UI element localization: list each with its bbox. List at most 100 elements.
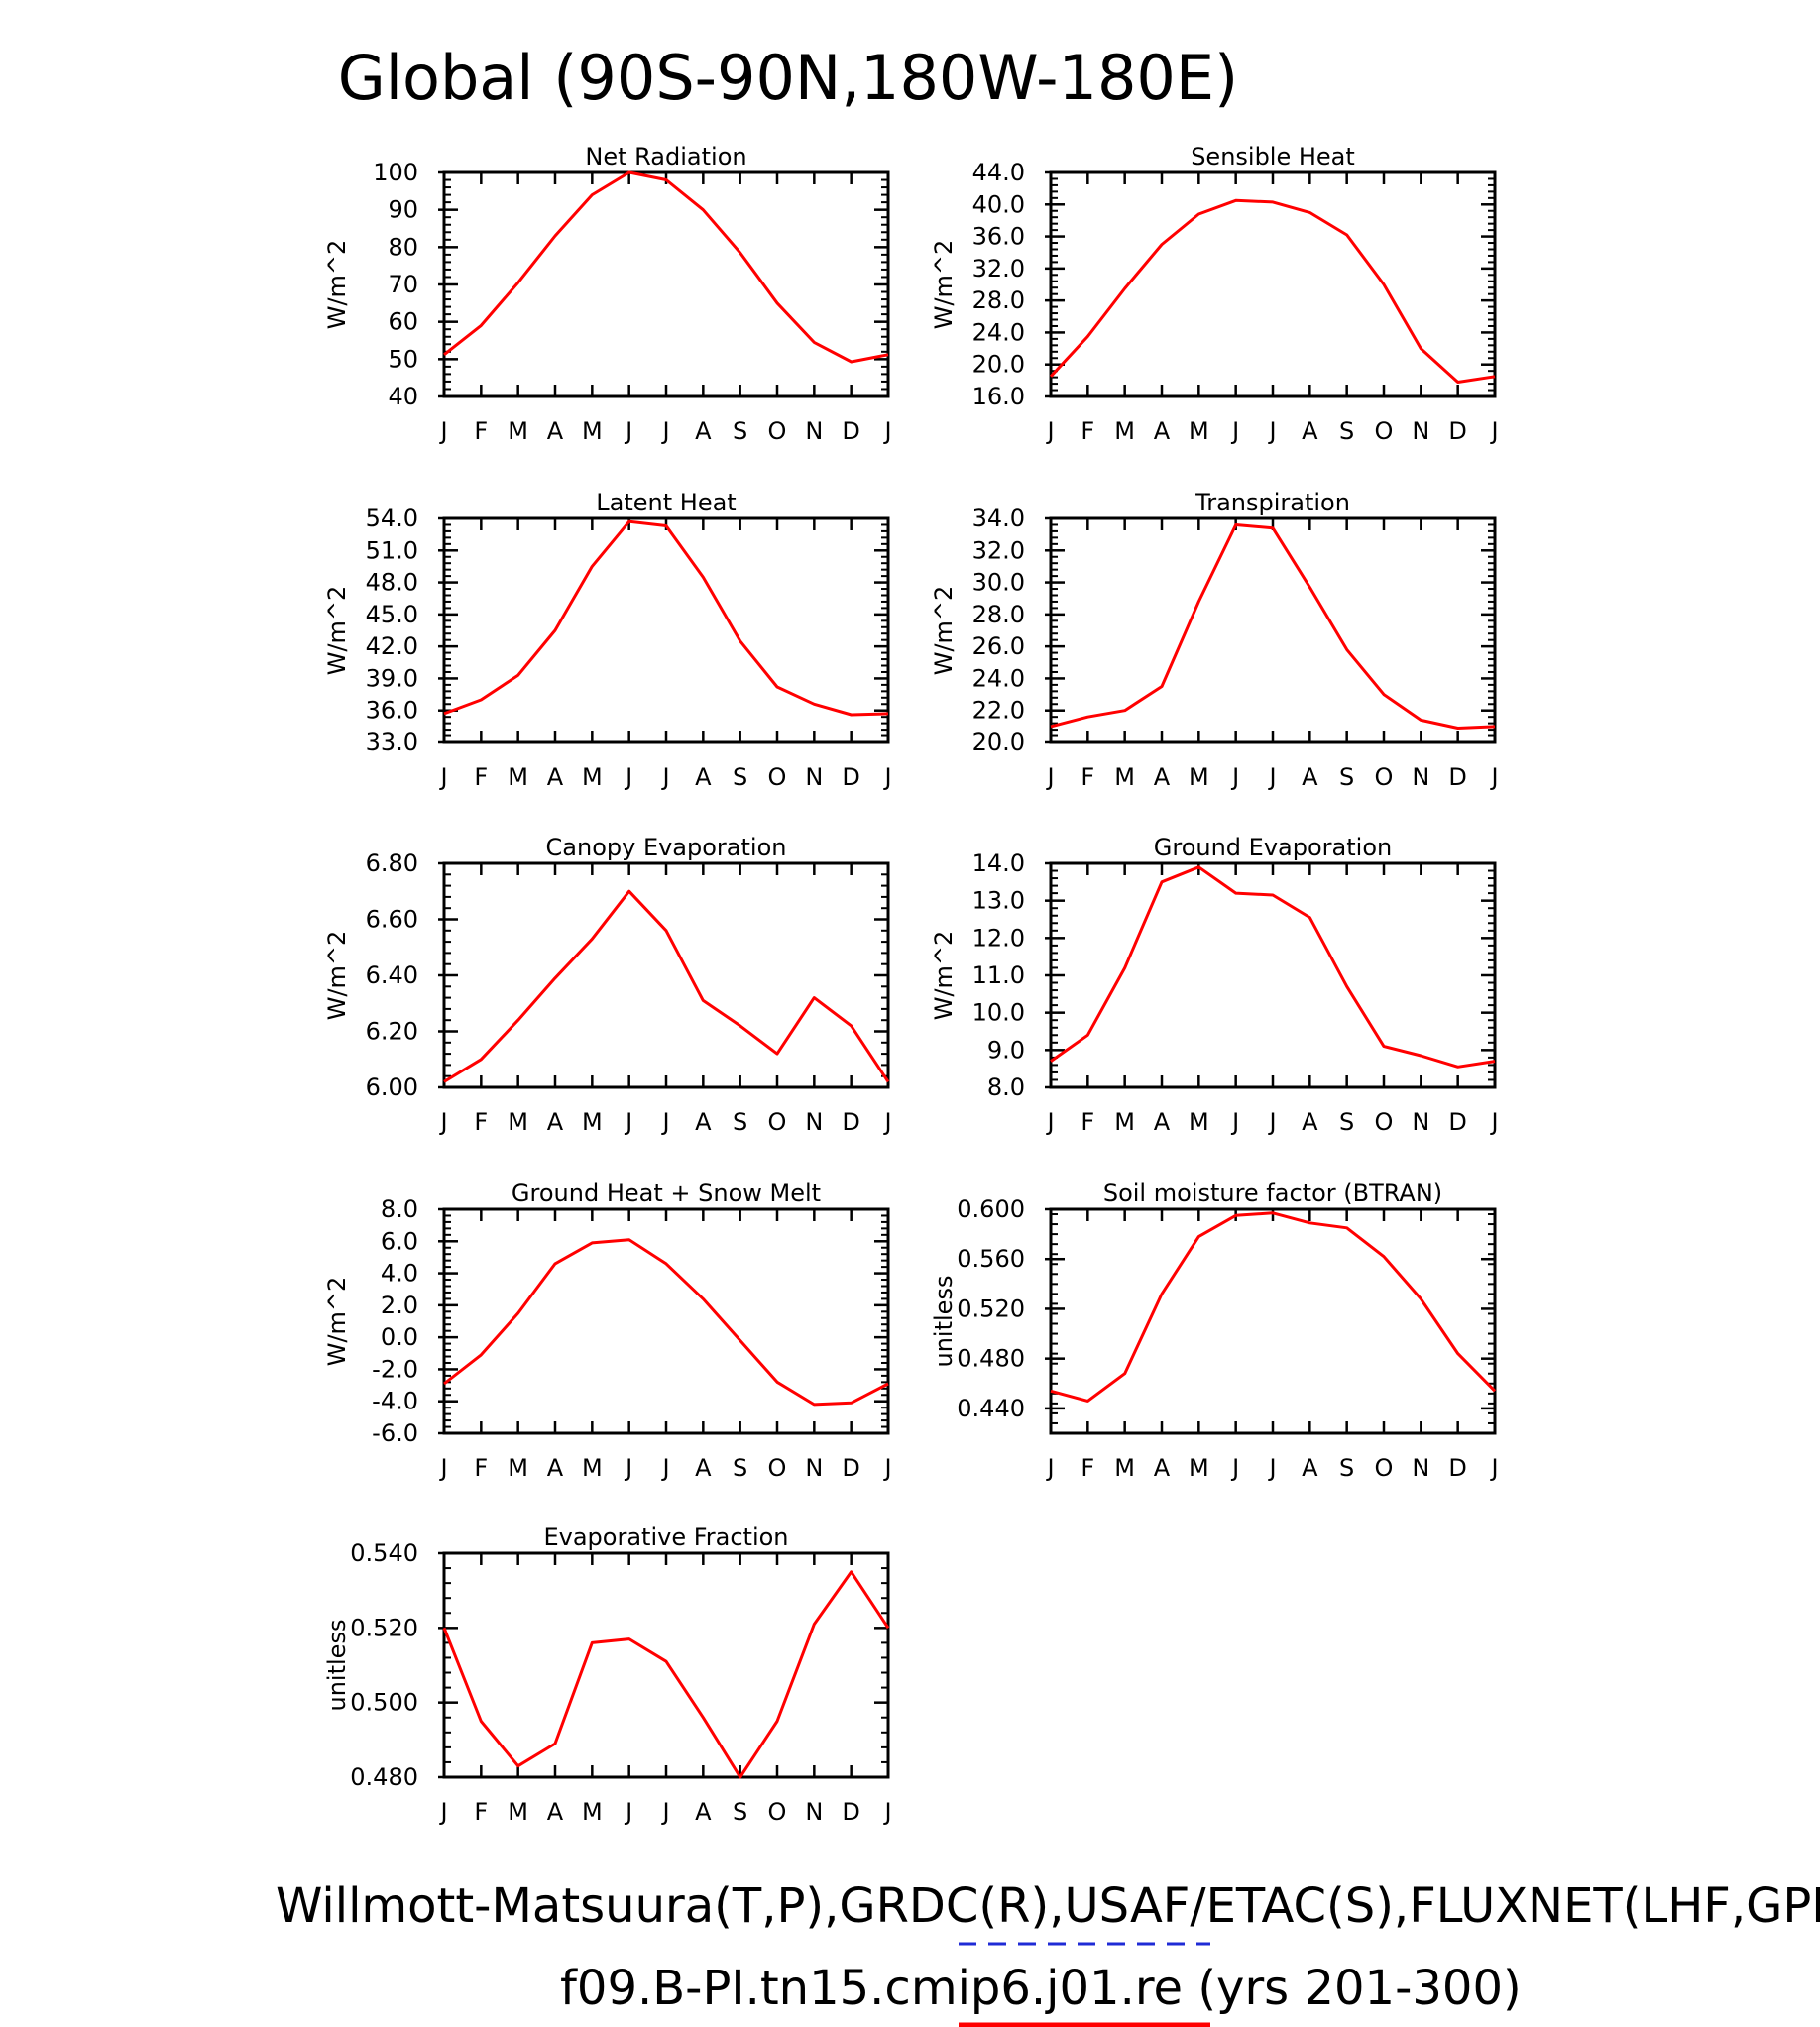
plot-frame: [442, 861, 890, 1089]
y-tick-label: 28.0: [972, 601, 1025, 628]
x-tick-label: N: [805, 1454, 823, 1482]
y-tick-label: 12.0: [972, 924, 1025, 952]
panel-title: Evaporative Fraction: [543, 1523, 788, 1551]
chart-panel: J F M A M J J A S O N D J14.013.012.011.010.09.08.0G…: [930, 834, 1499, 1136]
x-tick-label: O: [768, 1454, 787, 1482]
y-tick-label: 8.0: [381, 1195, 418, 1223]
x-tick-label: O: [768, 1108, 787, 1136]
x-tick-label: A: [1154, 1108, 1171, 1136]
x-tick-label: J: [882, 1454, 891, 1482]
x-tick-label: J: [438, 1108, 447, 1136]
y-tick-label: 100: [373, 159, 418, 186]
x-tick-label: N: [1412, 1108, 1429, 1136]
x-tick-label: J: [624, 1108, 632, 1136]
panel-title: Soil moisture factor (BTRAN): [1103, 1180, 1442, 1207]
x-tick-label: J: [624, 417, 632, 445]
y-axis-label: W/m^2: [323, 931, 351, 1021]
footer-line-2: f09.B-PI.tn15.cmip6.j01.re (yrs 201-300): [560, 1961, 1522, 2016]
x-tick-label: F: [1081, 417, 1094, 445]
x-tick-label: M: [582, 1798, 603, 1826]
y-tick-label: 20.0: [972, 351, 1025, 379]
x-tick-label: M: [1114, 1108, 1135, 1136]
y-axis-label: W/m^2: [323, 586, 351, 676]
y-tick-label: -4.0: [372, 1388, 418, 1415]
y-axis-label: W/m^2: [930, 586, 958, 676]
y-tick-label: 26.0: [972, 632, 1025, 660]
x-tick-label: D: [842, 1454, 859, 1482]
x-tick-label: S: [733, 1798, 747, 1826]
x-tick-label: M: [1114, 1454, 1135, 1482]
y-tick-label: 54.0: [366, 505, 418, 532]
x-tick-label: M: [1189, 763, 1209, 791]
y-tick-label: 16.0: [972, 383, 1025, 410]
y-tick-label: 24.0: [972, 664, 1025, 692]
y-tick-label: 90: [388, 196, 418, 224]
x-tick-label: J: [1045, 763, 1054, 791]
x-tick-label: S: [1339, 1108, 1354, 1136]
series-line: [443, 889, 890, 1083]
plot-frame: [442, 1551, 890, 1779]
panel-title: Net Radiation: [585, 143, 746, 170]
y-axis-label: W/m^2: [930, 931, 958, 1021]
y-tick-label: 10.0: [972, 999, 1025, 1027]
panel-title: Ground Evaporation: [1154, 834, 1392, 861]
x-tick-label: A: [1154, 1454, 1171, 1482]
chart-panel: J F M A M J J A S O N D J8.06.04.02.00.0-2.0-4.0-6.0…: [323, 1180, 892, 1482]
panel-title: Latent Heat: [596, 489, 736, 516]
x-tick-label: J: [660, 1798, 669, 1826]
y-tick-label: 60: [388, 308, 418, 336]
y-tick-label: 24.0: [972, 318, 1025, 346]
x-tick-label: J: [1045, 1454, 1054, 1482]
y-tick-label: 2.0: [381, 1292, 418, 1319]
y-tick-label: -2.0: [372, 1355, 418, 1383]
y-tick-label: 6.40: [366, 961, 418, 989]
x-tick-label: J: [1489, 1108, 1498, 1136]
x-tick-label: O: [1375, 417, 1394, 445]
panel-title: Ground Heat + Snow Melt: [512, 1180, 821, 1207]
x-tick-label: J: [624, 763, 632, 791]
x-tick-label: D: [1448, 1454, 1466, 1482]
x-tick-label: J: [438, 417, 447, 445]
footer-line-1: Willmott-Matsuura(T,P),GRDC(R),USAF/ETAC…: [276, 1878, 1820, 1934]
x-tick-label: J: [1045, 417, 1054, 445]
x-tick-label: J: [1267, 763, 1276, 791]
page-title: Global (90S-90N,180W-180E): [338, 42, 1238, 114]
x-tick-label: M: [582, 1454, 603, 1482]
panel-title: Transpiration: [1194, 489, 1350, 516]
plot-frame: [1049, 861, 1497, 1089]
y-tick-label: 48.0: [366, 569, 418, 597]
y-tick-label: -6.0: [372, 1419, 418, 1447]
y-axis-label: W/m^2: [323, 240, 351, 330]
x-tick-label: M: [508, 763, 528, 791]
x-tick-label: A: [695, 417, 712, 445]
x-tick-label: A: [547, 417, 564, 445]
x-tick-label: M: [508, 417, 528, 445]
y-tick-label: 44.0: [972, 159, 1025, 186]
y-tick-label: 4.0: [381, 1260, 418, 1288]
plot-frame: [442, 516, 890, 744]
y-tick-label: 34.0: [972, 505, 1025, 532]
series-line: [443, 170, 889, 364]
y-tick-label: 28.0: [972, 286, 1025, 314]
y-tick-label: 0.540: [350, 1539, 418, 1567]
y-tick-label: 0.600: [957, 1195, 1025, 1223]
chart-panel: J F M A M J J A S O N D J54.051.048.045.042.039.036.…: [323, 489, 892, 791]
x-tick-label: O: [1375, 1108, 1394, 1136]
x-tick-label: S: [733, 417, 747, 445]
panel-title: Canopy Evaporation: [546, 834, 787, 861]
y-tick-label: 0.560: [957, 1245, 1025, 1273]
x-tick-label: J: [1045, 1108, 1054, 1136]
x-tick-label: A: [1302, 417, 1318, 445]
y-tick-label: 11.0: [972, 961, 1025, 989]
x-tick-label: F: [1081, 1454, 1094, 1482]
x-tick-label: N: [805, 1798, 823, 1826]
y-tick-label: 36.0: [972, 223, 1025, 251]
x-tick-label: A: [1302, 1108, 1318, 1136]
chart-panel: J F M A M J J A S O N D J34.032.030.028.026.024.022.…: [930, 489, 1499, 791]
x-tick-label: J: [1267, 1454, 1276, 1482]
y-tick-label: 40.0: [972, 190, 1025, 218]
y-tick-label: 45.0: [366, 601, 418, 628]
x-tick-label: A: [1302, 763, 1318, 791]
y-tick-label: 0.440: [957, 1395, 1025, 1422]
x-tick-label: F: [474, 417, 488, 445]
